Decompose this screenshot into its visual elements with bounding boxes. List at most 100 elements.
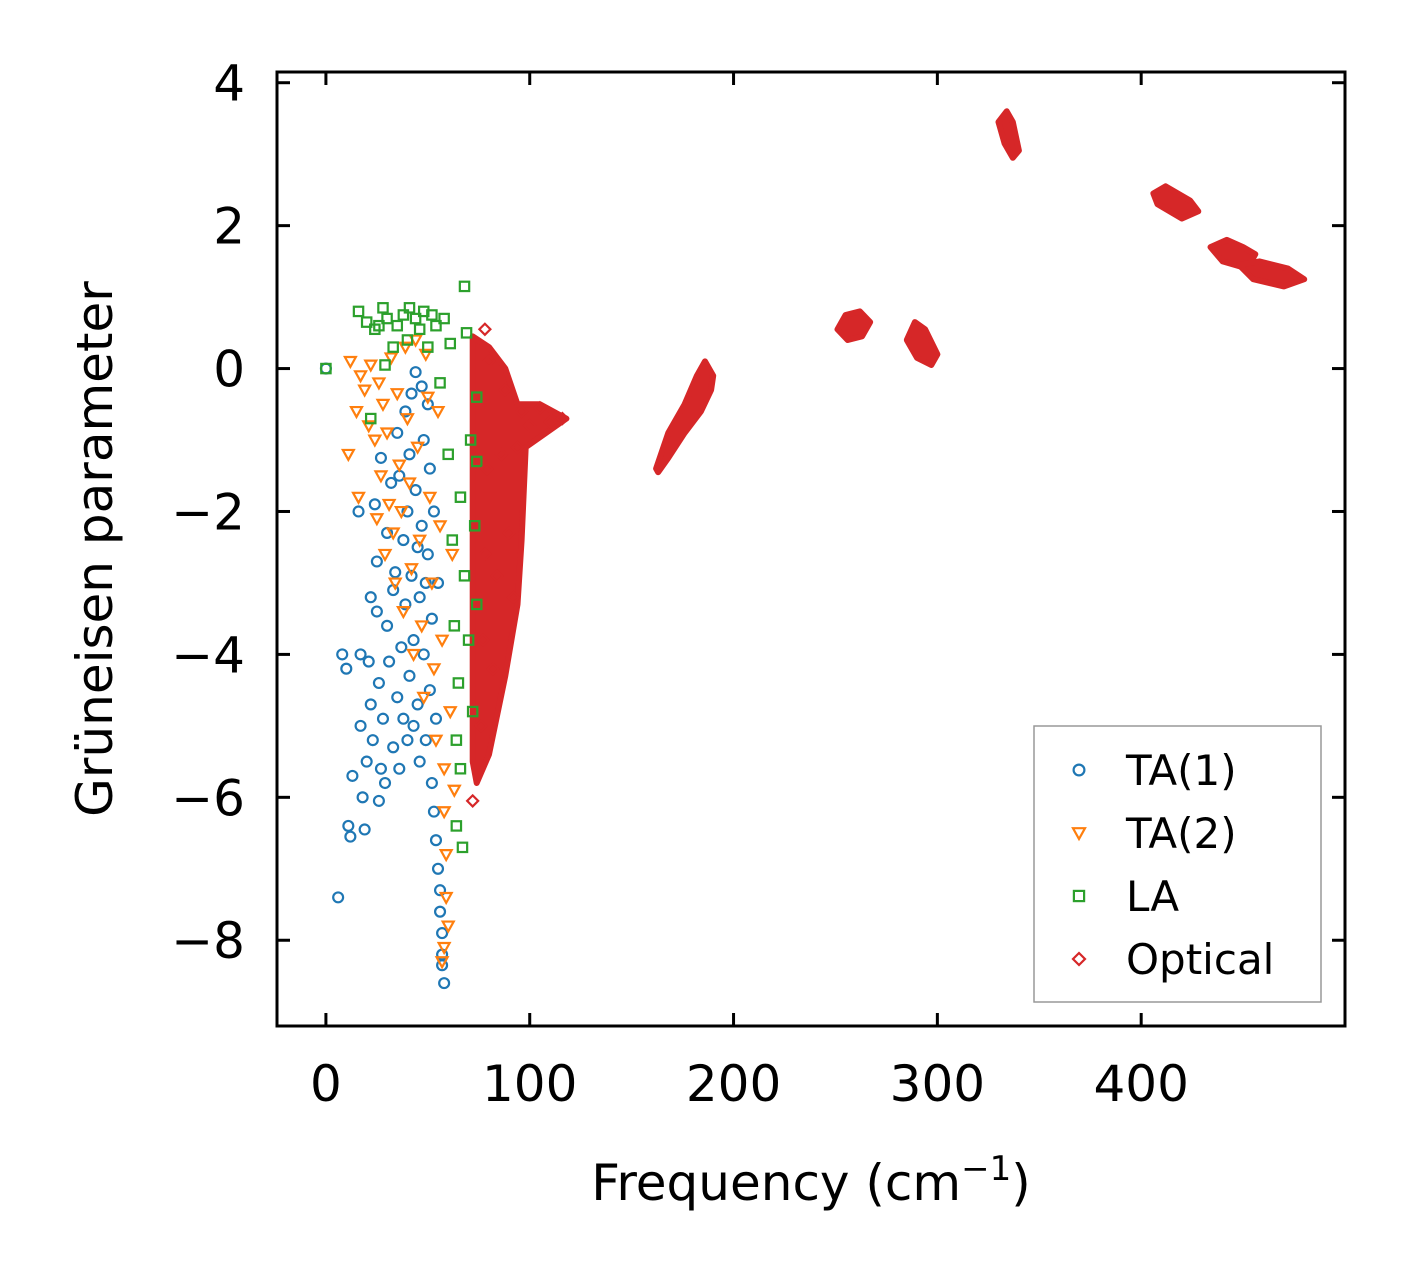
point-ta2 [387, 577, 403, 591]
point-la [456, 841, 469, 854]
point-ta2 [426, 663, 442, 677]
point-ta2 [434, 956, 450, 970]
point-la [397, 309, 410, 321]
point-ta1 [385, 476, 398, 489]
point-ta2 [444, 548, 460, 563]
point-la [352, 305, 365, 318]
point-la [426, 309, 438, 321]
y-tick-label: −8 [171, 912, 245, 970]
plot-frame [275, 70, 1347, 1028]
point-ta1 [332, 891, 345, 904]
point-optical [481, 354, 497, 369]
point-ta1 [370, 555, 383, 568]
point-la [464, 434, 477, 446]
point-optical [473, 718, 488, 733]
point-ta1 [378, 776, 392, 790]
point-ta2 [375, 398, 391, 413]
optical-cluster-5 [995, 108, 1022, 161]
point-ta1 [389, 566, 402, 579]
point-ta1 [407, 634, 420, 647]
point-ta1 [368, 498, 381, 511]
y-tick-label: 2 [213, 198, 245, 256]
point-la [458, 280, 471, 293]
point-la [454, 762, 467, 775]
point-ta1 [417, 648, 430, 661]
point-la [450, 734, 463, 746]
point-optical [543, 415, 558, 430]
point-ta2 [361, 420, 377, 434]
point-ta2 [440, 920, 456, 934]
point-optical [465, 793, 480, 808]
point-ta1 [358, 823, 371, 836]
point-ta2 [377, 548, 393, 563]
point-ta1 [376, 712, 390, 725]
point-optical [479, 461, 494, 476]
point-ta2 [379, 427, 395, 441]
point-ta1 [362, 655, 375, 668]
point-ta2 [389, 388, 405, 402]
point-la [320, 362, 332, 375]
legend-label: TA(1) [1125, 746, 1237, 795]
point-optical [475, 633, 490, 648]
point-ta2 [432, 520, 448, 534]
point-ta1 [340, 662, 353, 675]
point-ta1 [438, 977, 451, 990]
point-ta1 [423, 462, 436, 475]
point-ta2 [363, 359, 379, 373]
point-ta2 [438, 848, 454, 863]
point-la [468, 520, 481, 532]
point-la [387, 341, 399, 353]
point-ta2 [398, 341, 413, 355]
axes: 0 100 200 300 400 4 2 0 −2 −4 −6 −8 Frequency (cm−1)… [66, 55, 1347, 1212]
point-ta1 [427, 805, 440, 818]
point-la [466, 705, 479, 718]
point-ta1 [413, 591, 426, 604]
point-ta2 [404, 563, 419, 577]
legend-marker [1071, 951, 1087, 967]
point-la [422, 341, 434, 353]
y-tick-label: 4 [213, 55, 245, 113]
point-la [373, 319, 385, 332]
point-ta1 [393, 762, 406, 775]
point-ta2 [430, 405, 446, 420]
legend-label: LA [1126, 872, 1179, 921]
point-la [450, 820, 463, 832]
x-tick-label: 300 [890, 1055, 985, 1113]
point-ta1 [415, 380, 428, 393]
point-ta2 [436, 806, 452, 820]
point-ta1 [436, 959, 449, 972]
point-ta1 [403, 448, 416, 461]
x-tick-label: 100 [482, 1055, 577, 1113]
point-ta2 [395, 606, 411, 620]
point-ta2 [424, 577, 440, 591]
point-la [360, 316, 373, 328]
point-la [377, 302, 389, 314]
point-ta1 [374, 451, 387, 464]
point-ta1 [419, 734, 432, 747]
point-ta1 [427, 505, 440, 518]
data-points-layer [319, 280, 570, 990]
point-ta1 [370, 605, 383, 618]
point-ta2 [446, 784, 462, 798]
point-ta2 [416, 691, 432, 706]
point-ta2 [371, 377, 387, 391]
point-ta1 [403, 669, 416, 682]
point-ta1 [387, 741, 400, 754]
point-ta1 [431, 862, 445, 875]
legend: TA(1) TA(2) LA Optical [1033, 725, 1322, 1003]
point-ta2 [434, 634, 450, 648]
point-la [470, 391, 483, 403]
point-optical [522, 418, 537, 433]
point-ta2 [422, 491, 438, 505]
point-la [413, 323, 426, 336]
point-ta2 [351, 491, 366, 505]
point-la [446, 534, 459, 546]
y-tick-label: −2 [171, 483, 245, 541]
point-optical [498, 382, 513, 398]
point-optical [477, 322, 492, 337]
point-ta2 [402, 477, 417, 491]
point-ta1 [352, 505, 365, 518]
point-la [417, 305, 430, 318]
point-ta1 [354, 648, 367, 661]
